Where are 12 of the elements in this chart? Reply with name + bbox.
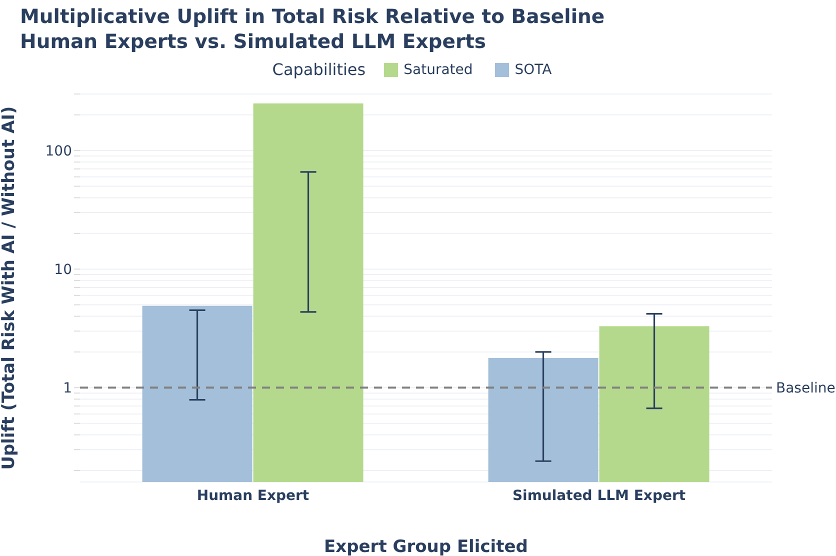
legend-label: SOTA [514,62,552,78]
legend-label: Saturated [404,62,473,78]
legend-title: Capabilities [272,60,366,79]
x-axis-title: Expert Group Elicited [324,537,528,556]
x-tick-label: Simulated LLM Expert [512,488,686,504]
ref-line-label: Baseline [776,380,836,397]
chart-title: Multiplicative Uplift in Total Risk Relative to Baseline Human Experts vs. Simulated LLM Experts [20,4,605,54]
y-axis-title: Uplift (Total Risk With AI / Without AI) [0,106,20,470]
y-tick-label: 1 [63,380,72,397]
y-tick-label: 10 [54,262,72,278]
x-tick-label: Human Expert [196,488,310,504]
y-tick-label: 100 [45,144,72,160]
